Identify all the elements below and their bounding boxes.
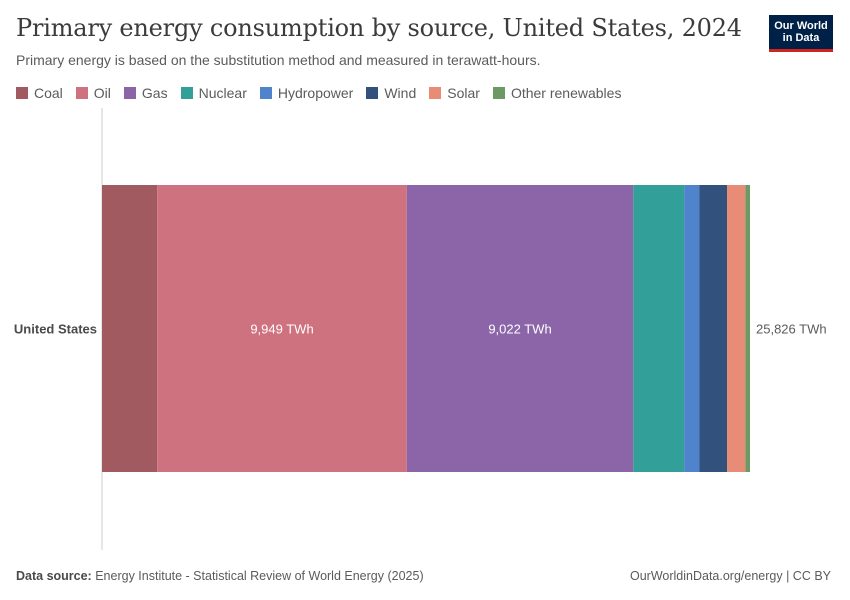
bar-segment-wind	[699, 185, 728, 472]
legend-swatch	[75, 87, 88, 99]
legend-label: Coal	[34, 85, 63, 101]
legend-label: Nuclear	[198, 85, 247, 101]
owid-logo[interactable]: Our World in Data	[769, 15, 833, 52]
data-source-note: Data source: Energy Institute - Statisti…	[16, 569, 424, 583]
legend-item-coal[interactable]: Coal	[16, 85, 63, 101]
legend-item-nuclear[interactable]: Nuclear	[180, 85, 247, 101]
legend-item-gas[interactable]: Gas	[123, 85, 168, 101]
legend-item-wind[interactable]: Wind	[366, 85, 416, 101]
data-source-text[interactable]: Energy Institute - Statistical Review of…	[95, 569, 424, 583]
legend-item-solar[interactable]: Solar	[429, 85, 480, 101]
chart-legend: Coal Oil Gas Nuclear Hydropower Wind Solar Othe…	[16, 84, 634, 102]
legend-swatch	[366, 87, 379, 99]
bar-segment-oil	[157, 185, 407, 472]
legend-item-other-renewables[interactable]: Other renewables	[492, 85, 622, 101]
legend-label: Hydropower	[277, 85, 354, 101]
legend-swatch	[123, 87, 136, 99]
data-label-oil: 9,949 TWh	[250, 322, 313, 337]
data-label-gas: 9,022 TWh	[488, 322, 551, 337]
bar-segment-nuclear	[633, 185, 685, 472]
bar-segment-coal	[102, 185, 158, 472]
legend-label: Solar	[447, 85, 480, 101]
legend-swatch	[429, 87, 442, 99]
bar-segment-solar	[727, 185, 746, 472]
bar-segment-other-renewables	[745, 185, 750, 472]
logo-line-1: Our World	[774, 20, 828, 32]
legend-label: Wind	[384, 85, 417, 101]
logo-line-2: in Data	[782, 32, 820, 44]
total-label: 25,826 TWh	[756, 322, 827, 337]
legend-label: Other renewables	[510, 85, 622, 101]
chart-title: Primary energy consumption by source, Un…	[16, 14, 742, 42]
license-link[interactable]: OurWorldinData.org/energy | CC BY	[629, 569, 831, 583]
bar-segment-gas	[406, 185, 634, 472]
data-source-label: Data source:	[16, 569, 92, 583]
bar-segment-hydropower	[684, 185, 700, 472]
legend-swatch	[259, 87, 272, 99]
legend-item-hydropower[interactable]: Hydropower	[259, 85, 354, 101]
legend-label: Gas	[141, 85, 168, 101]
legend-label: Oil	[93, 85, 111, 101]
category-label: United States	[14, 322, 97, 337]
chart-subtitle: Primary energy is based on the substitut…	[16, 52, 541, 68]
legend-swatch	[180, 87, 193, 99]
legend-swatch	[16, 87, 28, 99]
legend-item-oil[interactable]: Oil	[75, 85, 111, 101]
legend-swatch	[492, 87, 505, 99]
